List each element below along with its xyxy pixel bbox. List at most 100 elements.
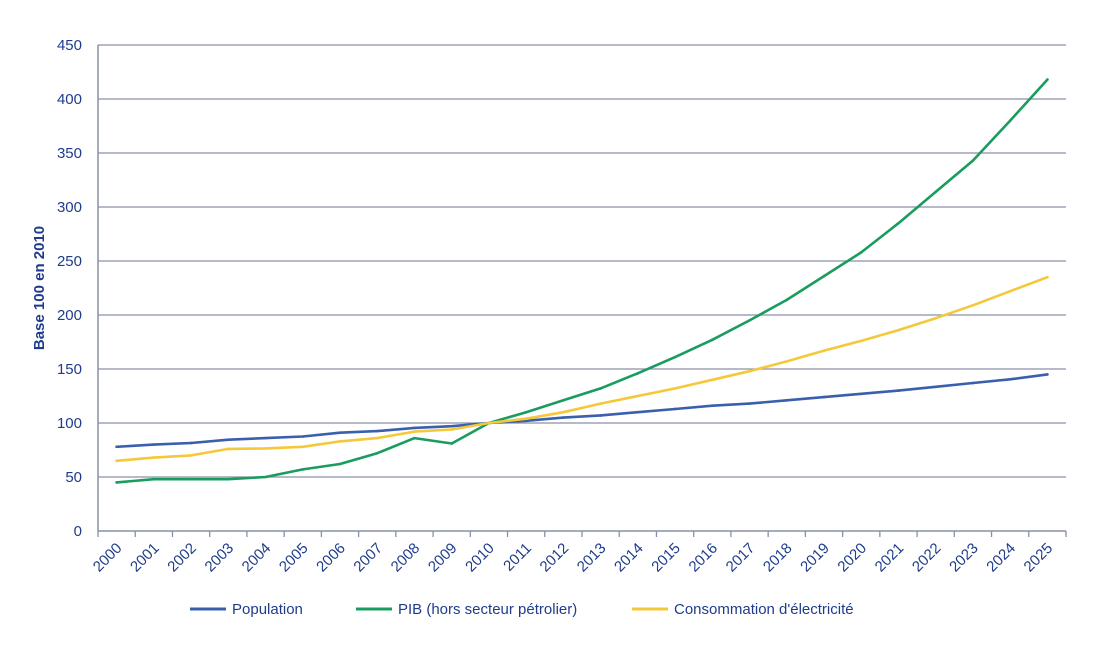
x-tick-label: 2019 [797, 540, 833, 576]
y-axis-ticks: 0 50 100 150 200 250 300 350 400 450 [57, 37, 82, 540]
data-point [301, 468, 305, 471]
data-point [301, 435, 305, 438]
data-point [1046, 78, 1049, 81]
legend-item: Consommation d'électricité [632, 601, 854, 618]
data-point [338, 462, 342, 466]
x-tick-label: 2007 [350, 540, 386, 576]
x-tick-label: 2022 [909, 540, 945, 576]
y-tick-label: 0 [74, 523, 82, 540]
data-point [636, 372, 640, 375]
data-point [711, 404, 714, 408]
data-point [785, 360, 789, 363]
data-point [673, 407, 677, 411]
x-tick-label: 2014 [611, 540, 647, 576]
data-point [971, 159, 975, 162]
data-point [264, 475, 267, 479]
data-point [413, 436, 416, 440]
y-tick-label: 450 [57, 37, 82, 54]
data-point [673, 387, 677, 390]
data-point [189, 454, 193, 457]
data-point [524, 419, 528, 423]
x-tick-label: 2004 [239, 540, 275, 576]
x-tick-label: 2021 [872, 540, 908, 576]
series-line [115, 275, 1049, 463]
data-point [785, 399, 789, 402]
x-tick-label: 2003 [202, 540, 238, 576]
data-point [450, 424, 453, 428]
x-tick-label: 2002 [164, 540, 200, 576]
y-tick-label: 300 [57, 199, 82, 216]
data-point [859, 339, 863, 343]
data-point [338, 431, 342, 435]
y-tick-label: 250 [57, 253, 82, 270]
data-point [152, 456, 156, 459]
data-point [1008, 119, 1012, 122]
data-point [785, 298, 789, 302]
series-line [115, 373, 1049, 449]
data-point [115, 445, 118, 449]
data-point [934, 316, 937, 320]
data-point [636, 410, 640, 414]
x-tick-label: 2023 [946, 540, 982, 576]
data-point [859, 251, 863, 254]
x-tick-label: 2015 [648, 540, 684, 576]
data-point [897, 389, 900, 392]
data-point [673, 355, 677, 359]
series-lines [115, 78, 1049, 484]
y-tick-label: 200 [57, 307, 82, 324]
data-point [562, 416, 565, 419]
data-point [413, 426, 416, 430]
x-tick-label: 2006 [313, 540, 349, 576]
x-tick-label: 2025 [1021, 540, 1057, 576]
x-tick-label: 2020 [834, 540, 870, 576]
y-tick-label: 400 [57, 91, 82, 108]
legend-item: Population [190, 601, 303, 618]
x-tick-label: 2005 [276, 540, 312, 576]
data-point [264, 436, 267, 440]
data-point [227, 438, 230, 442]
legend-label: Consommation d'électricité [674, 601, 854, 618]
x-tick-label: 2009 [425, 540, 461, 576]
data-point [971, 303, 975, 307]
data-point [152, 443, 156, 446]
data-point [115, 481, 118, 484]
legend: Population PIB (hors secteur pétrolier) Co… [190, 601, 854, 618]
data-point [264, 447, 267, 450]
data-point [338, 440, 342, 443]
x-tick-label: 2024 [983, 540, 1019, 576]
data-point [227, 447, 230, 451]
data-point [524, 417, 528, 420]
y-axis-title: Base 100 en 2010 [31, 226, 48, 350]
data-point [897, 328, 900, 332]
data-point [562, 410, 565, 414]
data-point [1046, 275, 1049, 279]
data-point [599, 387, 602, 390]
data-point [1008, 377, 1012, 381]
data-point [375, 436, 379, 440]
data-point [636, 394, 640, 398]
data-point [859, 392, 863, 396]
grid-lines [98, 44, 1066, 478]
data-point [524, 410, 528, 414]
data-point [897, 221, 900, 225]
data-point [1046, 373, 1049, 376]
data-point [934, 385, 937, 389]
x-tick-label: 2011 [500, 540, 535, 575]
data-point [971, 381, 975, 385]
y-tick-label: 50 [65, 469, 82, 486]
data-point [748, 402, 751, 405]
series-line [115, 78, 1049, 484]
series-1 [115, 78, 1049, 484]
data-point [413, 430, 416, 433]
x-tick-label: 2016 [686, 540, 722, 576]
data-point [301, 445, 305, 449]
legend-label: PIB (hors secteur pétrolier) [398, 601, 577, 618]
legend-item: PIB (hors secteur pétrolier) [356, 601, 577, 618]
x-tick-label: 2012 [537, 540, 573, 576]
data-point [822, 349, 826, 352]
data-point [748, 319, 751, 322]
data-point [822, 395, 826, 399]
series-0 [115, 373, 1049, 449]
series-2 [115, 275, 1049, 463]
data-point [934, 190, 937, 194]
